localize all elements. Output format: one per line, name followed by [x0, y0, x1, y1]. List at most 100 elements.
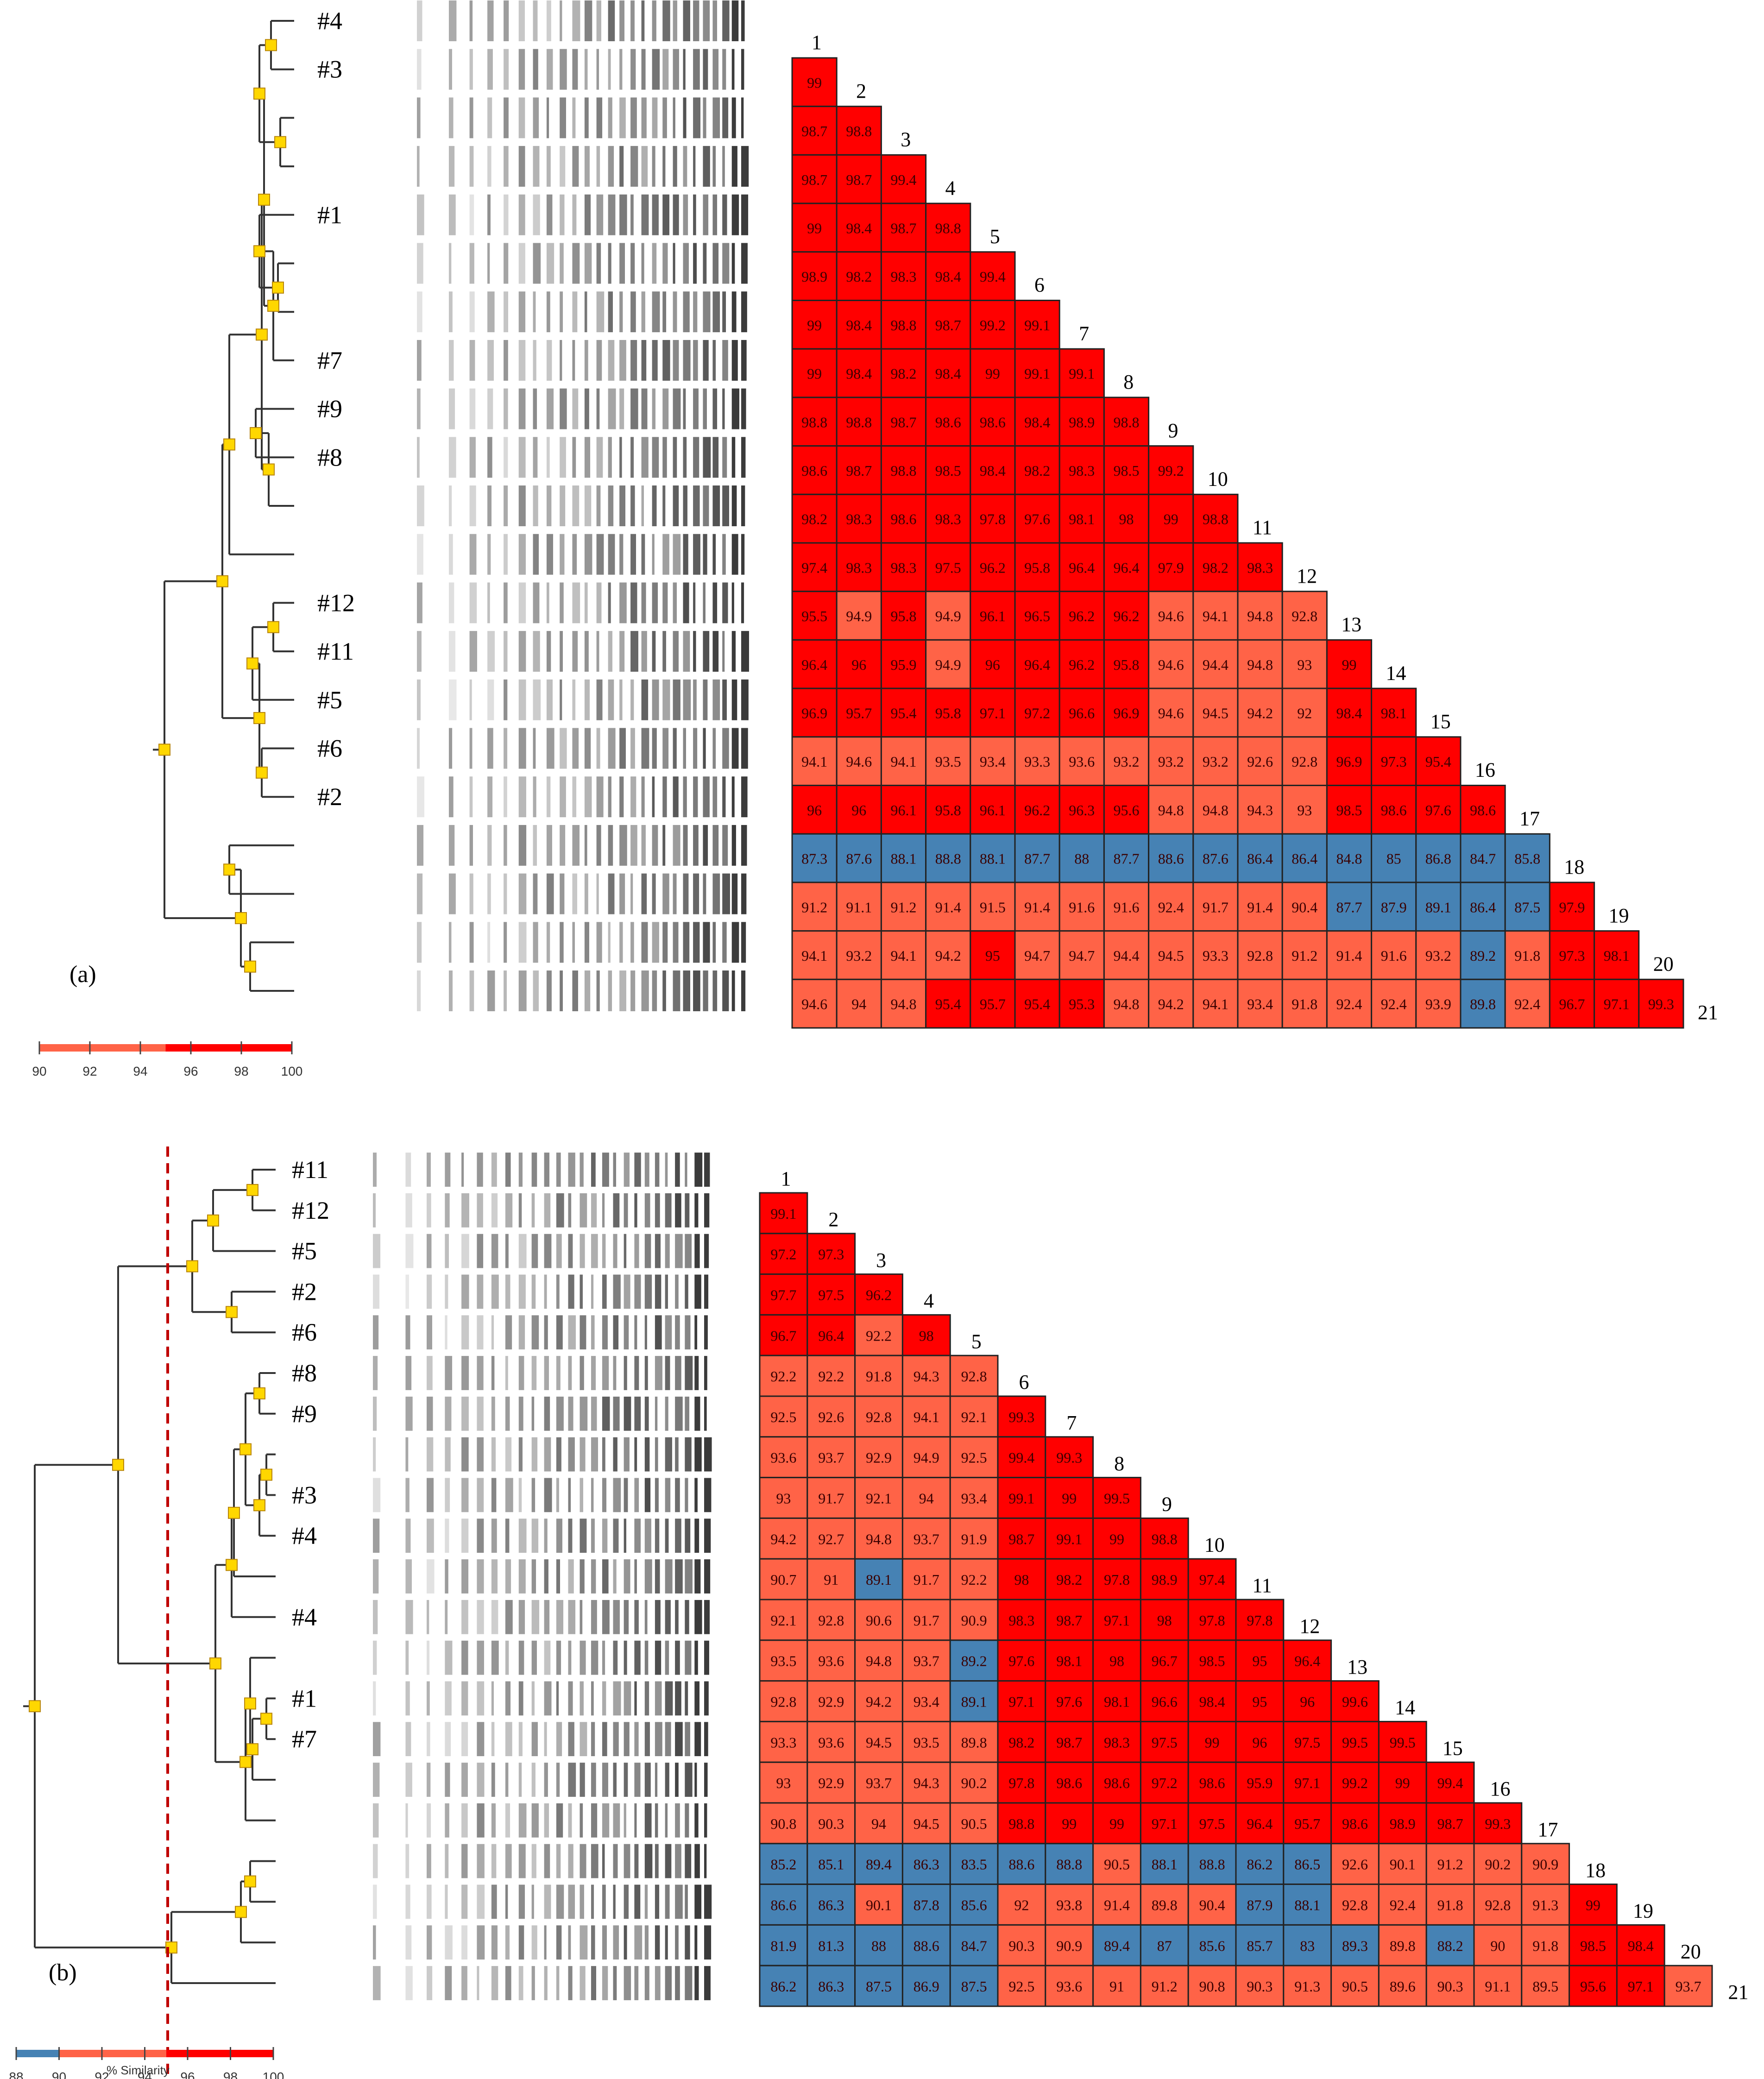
- gel-band: [673, 922, 679, 963]
- panel-b: #11#12#5#2#6#8#9#3#4#4#1#7 99.197.2 97.39…: [9, 1147, 1749, 2079]
- gel-band: [427, 1884, 432, 1919]
- gel-band: [505, 1681, 511, 1716]
- matrix-cell-value: 94.8: [1114, 996, 1140, 1013]
- matrix-cell-value: 93.2: [1114, 753, 1140, 770]
- matrix-cell-value: 89.8: [1390, 1937, 1416, 1954]
- gel-band: [556, 1234, 562, 1268]
- gel-band: [731, 437, 736, 478]
- strain-label: #6: [317, 735, 342, 762]
- matrix-cell: [949, 1802, 999, 1845]
- matrix-cell-value: 96.1: [980, 802, 1006, 819]
- gel-band: [544, 1356, 549, 1390]
- matrix-cell-value: 98.7: [1437, 1815, 1463, 1832]
- matrix-cell-value: 97.2: [1152, 1775, 1178, 1791]
- matrix-cell-value: 88.1: [1152, 1856, 1178, 1873]
- matrix-cell-value: 93.7: [914, 1531, 939, 1547]
- tree-node-marker: [253, 88, 265, 100]
- gel-band: [596, 243, 601, 284]
- gel-band: [712, 243, 719, 284]
- matrix-cell: [1045, 1965, 1094, 2007]
- gel-band: [531, 1803, 539, 1838]
- matrix-cell: [970, 833, 1016, 883]
- matrix-cell: [1192, 639, 1239, 689]
- gel-band: [675, 1437, 679, 1472]
- gel-band: [703, 49, 708, 90]
- gel-band: [580, 1600, 583, 1634]
- matrix-cell-value: 94.1: [891, 753, 917, 770]
- matrix-cell-value: 93.4: [914, 1694, 939, 1710]
- matrix-cell-value: 88.6: [914, 1937, 939, 1954]
- gel-band: [712, 825, 719, 866]
- gel-band: [477, 1844, 485, 1878]
- matrix-cell: [880, 154, 927, 204]
- gel-band: [591, 1437, 598, 1472]
- matrix-cell: [1326, 833, 1373, 883]
- matrix-cell: [925, 882, 971, 932]
- matrix-cell-value: 98.5: [935, 462, 961, 479]
- gel-band: [448, 291, 453, 333]
- gel-band: [703, 582, 706, 624]
- gel-band: [373, 1559, 379, 1594]
- gel-band: [634, 1925, 643, 1960]
- gel-band: [572, 582, 580, 624]
- gel-band: [544, 1640, 551, 1675]
- gel-band: [445, 1274, 448, 1309]
- gel-band: [602, 1356, 609, 1390]
- gel-band: [644, 1437, 650, 1472]
- gel-band: [673, 534, 681, 575]
- gel-lane: [417, 534, 745, 575]
- tree-node-marker: [253, 1387, 265, 1399]
- tree-node-marker: [244, 1697, 256, 1710]
- matrix-cell-value: 91: [824, 1571, 838, 1588]
- matrix-cell-value: 96.9: [1336, 753, 1362, 770]
- gel-band: [602, 1234, 606, 1268]
- gel-band: [613, 1640, 618, 1675]
- matrix-cell-value: 99.1: [1056, 1531, 1082, 1547]
- matrix-cell-value: 93.6: [1069, 753, 1095, 770]
- gel-band: [560, 243, 564, 284]
- matrix-cell-value: 98.4: [846, 220, 872, 236]
- gel-band: [613, 1478, 621, 1512]
- gel-band: [556, 1681, 559, 1716]
- tree-node-marker: [226, 1306, 238, 1318]
- matrix-index-label: 14: [1386, 662, 1406, 684]
- matrix-cell-value: 94.3: [914, 1775, 939, 1791]
- gel-band: [580, 1234, 585, 1268]
- matrix-cell: [836, 930, 882, 980]
- gel-band: [673, 291, 677, 333]
- gel-band: [652, 970, 657, 1011]
- gel-band: [373, 1518, 380, 1553]
- gel-band: [448, 534, 453, 575]
- gel-band: [693, 631, 696, 672]
- matrix-cell-value: 98.7: [891, 414, 917, 430]
- gel-band: [427, 1966, 433, 2000]
- gel-band: [572, 146, 579, 187]
- tree-node-marker: [272, 281, 284, 294]
- gel-band: [544, 1844, 550, 1878]
- gel-band: [703, 437, 711, 478]
- gel-band: [518, 1234, 527, 1268]
- gel-band: [596, 146, 600, 187]
- gel-band: [665, 1437, 672, 1472]
- gel-band: [619, 243, 625, 284]
- gel-band: [533, 340, 536, 381]
- gel-band: [675, 1681, 681, 1716]
- matrix-cell: [1092, 1517, 1141, 1560]
- matrix-cell-value: 94.1: [914, 1409, 939, 1425]
- gel-band: [544, 1153, 550, 1187]
- gel-band: [673, 825, 680, 866]
- matrix-cell: [791, 785, 838, 835]
- matrix-cell-value: 87.5: [866, 1978, 892, 1995]
- matrix-cell-value: 93.8: [1056, 1897, 1082, 1914]
- matrix-cell: [1663, 1965, 1713, 2007]
- matrix-cell: [880, 639, 927, 689]
- matrix-cell: [791, 348, 838, 398]
- matrix-cell-value: 92.6: [1342, 1856, 1368, 1873]
- gel-band: [448, 485, 452, 526]
- gel-band: [533, 97, 539, 139]
- gel-band: [448, 49, 452, 90]
- gel-band: [652, 825, 658, 866]
- matrix-cell: [1460, 978, 1506, 1029]
- gel-band: [694, 1153, 703, 1187]
